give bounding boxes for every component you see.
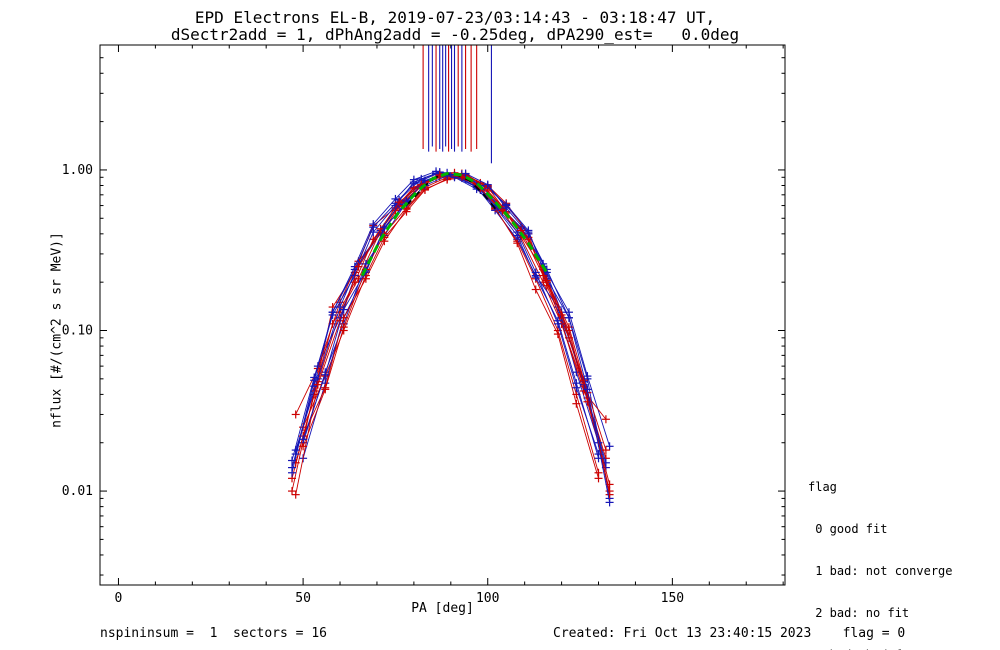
x-tick-label: 50 (295, 591, 311, 606)
median-fit-line (360, 171, 549, 277)
data-series-red (302, 173, 611, 495)
y-tick-label: 1.00 (62, 163, 93, 178)
legend-line: 0 good fit (808, 522, 888, 536)
y-tick-label: 0.01 (62, 484, 93, 499)
data-series-red (291, 174, 599, 492)
x-tick-label: 0 (115, 591, 123, 606)
y-axis-label: nflux [#/(cm^2 s sr MeV)] (49, 232, 65, 428)
data-series-blue (302, 175, 611, 447)
x-tick-label: 150 (661, 591, 684, 606)
y-tick-label: 0.10 (62, 324, 93, 339)
data-series-blue (302, 173, 611, 503)
data-series-blue (302, 172, 611, 499)
data-series-red (302, 175, 611, 492)
chart-title: EPD Electrons EL-B, 2019-07-23/03:14:43 … (194, 8, 716, 27)
x-tick-label: 100 (476, 591, 499, 606)
legend-header: flag (808, 480, 837, 494)
footer-info: nspininsum = 1 sectors = 16 (100, 626, 327, 641)
footer-created: Created: Fri Oct 13 23:40:15 2023 flag =… (553, 626, 906, 641)
flag-legend: flag 0 good fit 1 bad: not converge 2 ba… (808, 452, 974, 650)
plot-frame (99, 44, 786, 586)
legend-line: 3 bad: bad fgm state (808, 648, 974, 650)
legend-line: 2 bad: no fit (808, 606, 910, 620)
chart-subtitle: dSectr2add = 1, dPhAng2add = -0.25deg, d… (170, 25, 740, 44)
x-axis-label: PA [deg] (411, 601, 474, 616)
legend-line: 1 bad: not converge (808, 564, 953, 578)
